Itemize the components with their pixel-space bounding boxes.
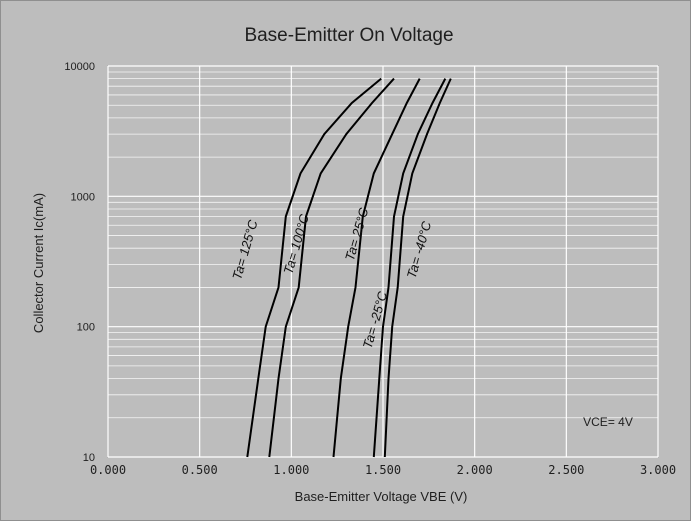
- x-tick-label: 0.500: [182, 463, 218, 477]
- y-tick-label: 10000: [64, 61, 95, 73]
- y-tick-label: 1000: [71, 191, 95, 203]
- x-tick-label: 1.000: [273, 463, 309, 477]
- x-axis-label: Base-Emitter Voltage VBE (V): [295, 489, 468, 504]
- x-tick-label: 0.000: [90, 463, 126, 477]
- x-tick-label: 2.000: [457, 463, 493, 477]
- x-tick-label: 2.500: [548, 463, 584, 477]
- series-line-4: [372, 78, 447, 458]
- series-line-3: [332, 78, 421, 458]
- vce-annotation: VCE= 4V: [583, 415, 633, 429]
- x-axis-ticks: 0.000 0.500 1.000 1.500 2.000 2.500 3.000: [90, 463, 676, 477]
- series-layer: [246, 77, 452, 458]
- x-tick-label: 3.000: [640, 463, 676, 477]
- chart-title: Base-Emitter On Voltage: [244, 25, 453, 46]
- y-axis-ticks: 10 100 1000 10000: [64, 61, 95, 464]
- series-line-2: [268, 77, 395, 458]
- y-tick-label: 100: [77, 322, 95, 334]
- series-line-5: [383, 78, 452, 458]
- y-tick-label: 10: [83, 452, 95, 464]
- y-axis-label: Collector Current Ic(mA): [31, 193, 46, 333]
- series-line-1: [246, 77, 382, 458]
- x-tick-label: 1.500: [365, 463, 401, 477]
